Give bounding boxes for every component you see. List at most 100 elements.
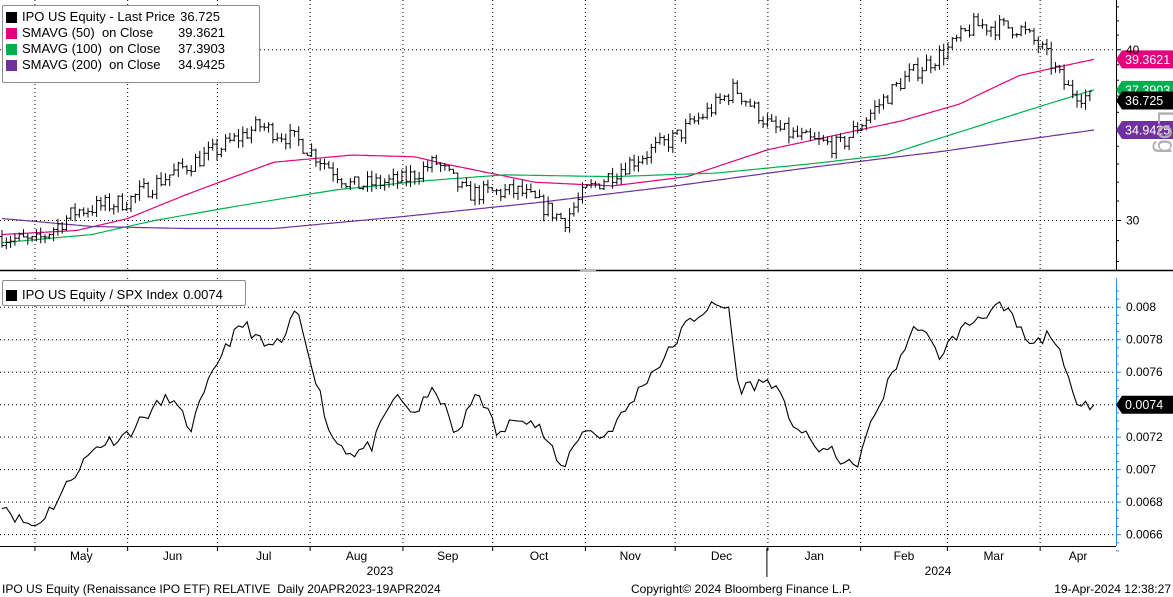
legend-swatch	[6, 59, 17, 71]
price-bar	[210, 138, 215, 151]
price-bar	[103, 194, 108, 211]
price-bar	[498, 188, 503, 202]
ma-line	[1, 89, 1095, 244]
legend-swatch	[6, 289, 17, 301]
price-bar	[292, 129, 297, 137]
last-value-tag-relative: 0.0074	[1116, 395, 1173, 414]
price-bar	[980, 19, 985, 29]
price-bar	[593, 180, 598, 188]
price-bar	[25, 233, 30, 245]
price-bar	[670, 129, 675, 153]
price-bar	[81, 207, 86, 217]
price-bar	[653, 136, 658, 153]
price-bar	[1040, 41, 1045, 50]
legend-item-relative: IPO US Equity / SPX Index 0.0074	[3, 287, 245, 303]
price-bar	[735, 80, 740, 95]
price-bar	[580, 182, 585, 204]
price-bar	[111, 203, 116, 215]
price-bar	[507, 184, 512, 195]
price-bar	[567, 208, 572, 233]
y-tick-label: 0.0072	[1126, 430, 1163, 444]
price-bar	[640, 155, 645, 165]
price-bar	[172, 163, 176, 176]
price-bar	[984, 24, 989, 36]
price-bar	[1001, 17, 1006, 26]
price-bar	[1062, 64, 1067, 90]
ma-line	[1, 58, 1095, 236]
price-bar	[627, 156, 632, 175]
price-bar	[477, 185, 482, 205]
price-bar	[1049, 41, 1054, 75]
price-bar	[834, 135, 839, 159]
price-bar	[589, 179, 594, 189]
price-bar	[154, 174, 159, 200]
price-bar	[821, 134, 826, 142]
price-bar	[933, 63, 938, 71]
price-bar	[576, 192, 581, 213]
legend-value: 36.725	[180, 9, 220, 24]
price-bar	[481, 180, 486, 204]
upper-legend: IPO US Equity - Last Price 36.725 SMAVG …	[2, 5, 260, 83]
price-bar	[1083, 89, 1088, 110]
last-value-tag-smavg-50: 39.3621	[1116, 50, 1173, 69]
price-bar	[412, 170, 417, 185]
price-bar	[537, 189, 542, 199]
price-bar	[920, 66, 925, 84]
price-bar	[1006, 20, 1011, 29]
price-bar	[662, 135, 667, 146]
svg-text:36.725: 36.725	[1125, 94, 1163, 108]
price-bar	[455, 172, 460, 192]
price-bar	[937, 45, 942, 70]
price-bar	[331, 162, 336, 182]
price-bar	[421, 161, 426, 183]
price-bar	[1087, 90, 1092, 102]
price-bar	[460, 181, 465, 189]
price-bar	[860, 123, 864, 132]
price-bar	[352, 176, 357, 185]
price-bar	[722, 95, 727, 102]
lower-legend: IPO US Equity / SPX Index 0.0074	[2, 280, 246, 306]
price-bar	[700, 113, 705, 120]
price-bar	[184, 165, 189, 175]
x-tick-label: May	[70, 549, 93, 563]
price-bar	[4, 237, 9, 250]
price-bar	[877, 98, 882, 114]
legend-name: IPO US Equity / SPX Index	[22, 287, 179, 302]
relative-panel	[1, 300, 1095, 527]
price-bar	[911, 64, 916, 72]
x-tick-label: Sep	[437, 549, 459, 563]
price-bar	[946, 42, 950, 60]
price-bar	[107, 193, 112, 212]
x-tick-label: Aug	[346, 549, 367, 563]
price-bar	[675, 129, 680, 135]
price-bar	[709, 103, 714, 117]
price-bar	[1010, 27, 1015, 39]
price-bar	[301, 138, 305, 154]
last-value-tag-price: 36.725	[1116, 91, 1173, 110]
legend-value: 34.9425	[178, 57, 225, 72]
price-bar	[890, 83, 895, 105]
price-bar	[1044, 38, 1049, 56]
price-bar	[606, 172, 611, 183]
price-bar	[47, 233, 52, 240]
price-bar	[731, 78, 735, 104]
price-bar	[528, 183, 533, 193]
price-bar	[666, 133, 671, 152]
y-tick-label: 0.008	[1126, 300, 1156, 314]
price-bar	[614, 173, 619, 185]
price-bar	[232, 132, 237, 142]
price-bar	[559, 212, 563, 220]
last-value-tag-smavg-200: 34.9425	[1116, 121, 1173, 140]
price-bar	[584, 184, 589, 188]
price-bar	[490, 187, 495, 192]
price-bar	[692, 115, 697, 124]
price-bar	[597, 183, 602, 190]
price-bar	[129, 195, 133, 213]
price-bar	[842, 135, 847, 150]
price-bar	[438, 162, 443, 172]
x-tick-label: Jul	[256, 549, 271, 563]
price-bar	[997, 15, 1002, 40]
price-bar	[851, 120, 856, 138]
price-bar	[395, 171, 400, 189]
legend-value: 37.3903	[178, 41, 225, 56]
